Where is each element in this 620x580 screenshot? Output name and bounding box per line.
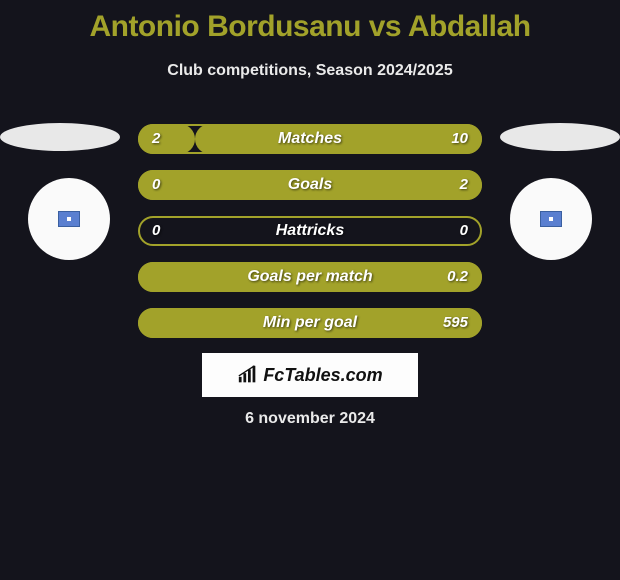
stat-row-hattricks: 0 Hattricks 0 (138, 216, 482, 246)
stat-value-right: 10 (451, 124, 468, 154)
bar-chart-icon (237, 364, 259, 386)
stat-label: Min per goal (138, 308, 482, 338)
placeholder-image-icon (540, 211, 562, 227)
page-title: Antonio Bordusanu vs Abdallah (0, 0, 620, 44)
team-logo-left (0, 123, 120, 151)
stat-label: Goals (138, 170, 482, 200)
stat-label: Goals per match (138, 262, 482, 292)
stat-label: Matches (138, 124, 482, 154)
placeholder-image-icon (58, 211, 80, 227)
stat-row-matches: 2 Matches 10 (138, 124, 482, 154)
footer-date: 6 november 2024 (0, 410, 620, 428)
page-subtitle: Club competitions, Season 2024/2025 (0, 62, 620, 80)
stat-row-goals: 0 Goals 2 (138, 170, 482, 200)
brand-text: FcTables.com (263, 365, 382, 386)
stat-row-goals-per-match: Goals per match 0.2 (138, 262, 482, 292)
player-avatar-left (28, 178, 110, 260)
stat-value-right: 2 (460, 170, 468, 200)
stat-value-right: 0.2 (447, 262, 468, 292)
stat-row-min-per-goal: Min per goal 595 (138, 308, 482, 338)
stat-value-right: 595 (443, 308, 468, 338)
player-avatar-right (510, 178, 592, 260)
stats-container: 2 Matches 10 0 Goals 2 0 Hattricks 0 Goa… (138, 124, 482, 354)
brand-box[interactable]: FcTables.com (202, 353, 418, 397)
stat-value-right: 0 (460, 216, 468, 246)
stat-label: Hattricks (138, 216, 482, 246)
team-logo-right (500, 123, 620, 151)
